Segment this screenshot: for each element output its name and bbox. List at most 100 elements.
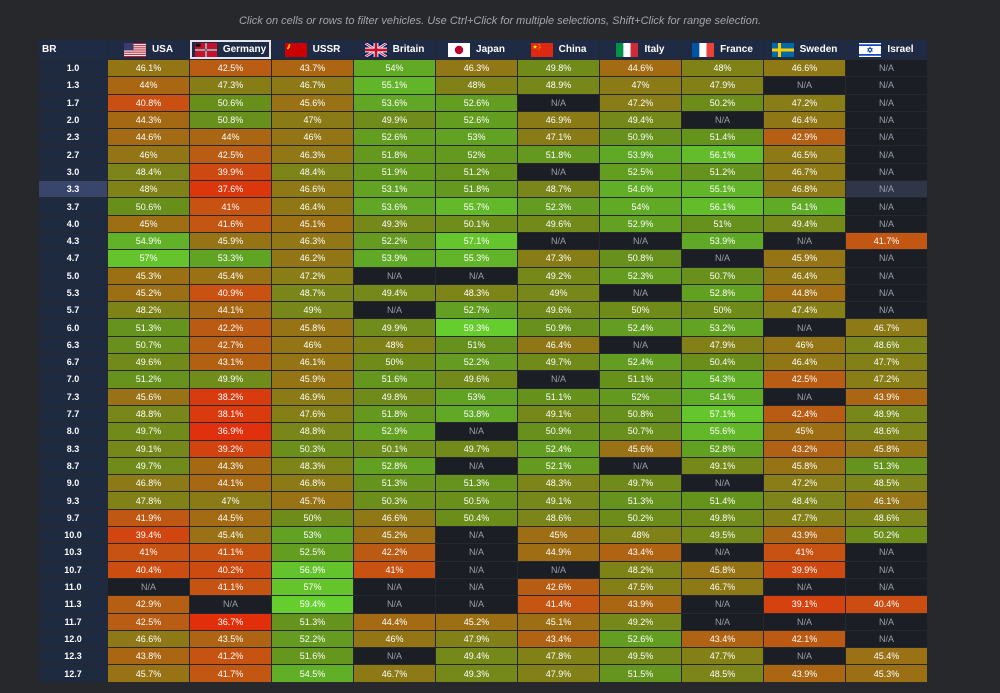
winrate-cell-usa[interactable]: 45.6% — [108, 388, 189, 405]
winrate-cell-israel[interactable]: N/A — [846, 146, 927, 163]
winrate-cell-germany[interactable]: 41.1% — [190, 544, 271, 561]
table-row-br-4-3[interactable]: 4.3 54.9% 45.9% 46.3% 52.2% 57.1% N/A N/A 53.9% N… — [39, 232, 927, 250]
table-row-br-5-3[interactable]: 5.3 45.2% 40.9% 48.7% 49.4% 48.3% 49% N/A 52.8% 4… — [39, 284, 927, 302]
winrate-cell-italy[interactable]: 52.6% — [600, 630, 681, 648]
winrate-cell-britain[interactable]: N/A — [354, 578, 435, 596]
winrate-cell-japan[interactable]: 50.1% — [436, 215, 517, 232]
winrate-cell-japan[interactable]: 53.8% — [436, 405, 517, 423]
winrate-cell-germany[interactable]: 39.9% — [190, 163, 271, 181]
winrate-cell-italy[interactable]: N/A — [600, 457, 681, 475]
winrate-cell-britain[interactable]: 49.9% — [354, 111, 435, 129]
winrate-cell-ussr[interactable]: 54.5% — [272, 665, 353, 682]
table-row-br-7-7[interactable]: 7.7 48.8% 38.1% 47.6% 51.8% 53.8% 49.1% 50.8% 57… — [39, 405, 927, 423]
country-header-ussr[interactable]: USSR — [272, 40, 353, 59]
winrate-cell-france[interactable]: 50% — [682, 302, 763, 319]
table-row-br-4-0[interactable]: 4.0 45% 41.6% 45.1% 49.3% 50.1% 49.6% 52.9% 51% 4… — [39, 215, 927, 232]
winrate-cell-sweden[interactable]: 42.4% — [764, 405, 845, 423]
table-row-br-1-0[interactable]: 1.0 46.1% 42.5% 43.7% 54% 46.3% 49.8% 44.6% 48% 4… — [39, 60, 927, 77]
winrate-cell-britain[interactable]: 52.2% — [354, 232, 435, 250]
winrate-cell-usa[interactable]: 57% — [108, 250, 189, 267]
winrate-cell-france[interactable]: 43.4% — [682, 630, 763, 648]
winrate-cell-sweden[interactable]: 45.8% — [764, 457, 845, 475]
br-label[interactable]: 6.3 — [39, 336, 107, 354]
winrate-cell-britain[interactable]: 52.6% — [354, 129, 435, 146]
winrate-cell-ussr[interactable]: 49% — [272, 302, 353, 319]
winrate-cell-france[interactable]: 55.1% — [682, 181, 763, 198]
table-row-br-1-3[interactable]: 1.3 44% 47.3% 46.7% 55.1% 48% 48.9% 47% 47.9% N/A… — [39, 77, 927, 94]
winrate-cell-usa[interactable]: 39.4% — [108, 527, 189, 544]
winrate-cell-ussr[interactable]: 46.4% — [272, 198, 353, 215]
winrate-cell-italy[interactable]: 49.7% — [600, 475, 681, 492]
winrate-cell-usa[interactable]: 40.4% — [108, 561, 189, 578]
winrate-cell-italy[interactable]: 52.4% — [600, 319, 681, 336]
br-label[interactable]: 2.7 — [39, 146, 107, 163]
winrate-cell-china[interactable]: 49.1% — [518, 405, 599, 423]
br-label[interactable]: 7.7 — [39, 405, 107, 423]
winrate-cell-israel[interactable]: N/A — [846, 181, 927, 198]
winrate-cell-japan[interactable]: 48.3% — [436, 284, 517, 302]
winrate-cell-japan[interactable]: 52.2% — [436, 354, 517, 371]
winrate-cell-ussr[interactable]: 46.9% — [272, 388, 353, 405]
winrate-cell-china[interactable]: 47.9% — [518, 665, 599, 682]
winrate-cell-japan[interactable]: N/A — [436, 596, 517, 613]
br-label[interactable]: 1.0 — [39, 60, 107, 77]
winrate-cell-france[interactable]: 54.3% — [682, 371, 763, 388]
winrate-cell-sweden[interactable]: 43.2% — [764, 440, 845, 457]
winrate-cell-israel[interactable]: 48.6% — [846, 423, 927, 440]
winrate-cell-france[interactable]: 45.8% — [682, 561, 763, 578]
winrate-cell-japan[interactable]: 53% — [436, 129, 517, 146]
table-row-br-2-7[interactable]: 2.7 46% 42.5% 46.3% 51.8% 52% 51.8% 53.9% 56.1% 4… — [39, 146, 927, 163]
winrate-cell-japan[interactable]: 52.6% — [436, 94, 517, 111]
winrate-cell-italy[interactable]: 49.2% — [600, 613, 681, 630]
winrate-cell-china[interactable]: 48.6% — [518, 509, 599, 527]
winrate-cell-france[interactable]: 56.1% — [682, 146, 763, 163]
winrate-cell-britain[interactable]: 49.3% — [354, 215, 435, 232]
winrate-cell-israel[interactable]: 45.8% — [846, 440, 927, 457]
winrate-cell-usa[interactable]: 40.8% — [108, 94, 189, 111]
winrate-cell-israel[interactable]: N/A — [846, 613, 927, 630]
winrate-cell-japan[interactable]: 45.2% — [436, 613, 517, 630]
winrate-cell-italy[interactable]: N/A — [600, 336, 681, 354]
winrate-cell-china[interactable]: N/A — [518, 163, 599, 181]
winrate-cell-ussr[interactable]: 47.6% — [272, 405, 353, 423]
winrate-cell-sweden[interactable]: 45.9% — [764, 250, 845, 267]
winrate-cell-japan[interactable]: 50.4% — [436, 509, 517, 527]
winrate-cell-italy[interactable]: 43.4% — [600, 544, 681, 561]
winrate-cell-israel[interactable]: N/A — [846, 94, 927, 111]
winrate-cell-britain[interactable]: 53.1% — [354, 181, 435, 198]
br-label[interactable]: 3.3 — [39, 181, 107, 198]
winrate-cell-germany[interactable]: 44.1% — [190, 475, 271, 492]
br-label[interactable]: 5.3 — [39, 284, 107, 302]
winrate-cell-france[interactable]: 46.7% — [682, 578, 763, 596]
winrate-cell-france[interactable]: 52.8% — [682, 284, 763, 302]
winrate-cell-germany[interactable]: 44% — [190, 129, 271, 146]
winrate-cell-china[interactable]: 51.8% — [518, 146, 599, 163]
winrate-cell-germany[interactable]: 50.6% — [190, 94, 271, 111]
winrate-cell-france[interactable]: 50.2% — [682, 94, 763, 111]
winrate-cell-usa[interactable]: 44.3% — [108, 111, 189, 129]
table-row-br-11-7[interactable]: 11.7 42.5% 36.7% 51.3% 44.4% 45.2% 45.1% 49.2% N… — [39, 613, 927, 630]
winrate-cell-israel[interactable]: 45.4% — [846, 648, 927, 665]
winrate-cell-israel[interactable]: 45.3% — [846, 665, 927, 682]
table-row-br-8-0[interactable]: 8.0 49.7% 36.9% 48.8% 52.9% N/A 50.9% 50.7% 55.6… — [39, 423, 927, 440]
winrate-cell-france[interactable]: 47.9% — [682, 77, 763, 94]
winrate-cell-germany[interactable]: 53.3% — [190, 250, 271, 267]
table-row-br-3-3[interactable]: 3.3 48% 37.6% 46.6% 53.1% 51.8% 48.7% 54.6% 55.1… — [39, 181, 927, 198]
winrate-cell-usa[interactable]: 42.5% — [108, 613, 189, 630]
winrate-cell-ussr[interactable]: 56.9% — [272, 561, 353, 578]
table-row-br-10-7[interactable]: 10.7 40.4% 40.2% 56.9% 41% N/A N/A 48.2% 45.8% 39… — [39, 561, 927, 578]
winrate-cell-sweden[interactable]: N/A — [764, 388, 845, 405]
winrate-cell-france[interactable]: N/A — [682, 111, 763, 129]
winrate-cell-usa[interactable]: 48% — [108, 181, 189, 198]
winrate-cell-usa[interactable]: 42.9% — [108, 596, 189, 613]
winrate-cell-israel[interactable]: 48.6% — [846, 336, 927, 354]
winrate-cell-israel[interactable]: N/A — [846, 267, 927, 284]
winrate-cell-japan[interactable]: N/A — [436, 457, 517, 475]
winrate-cell-sweden[interactable]: 41% — [764, 544, 845, 561]
br-label[interactable]: 5.7 — [39, 302, 107, 319]
table-row-br-11-0[interactable]: 11.0 N/A 41.1% 57% N/A N/A 42.6% 47.5% 46.7% N/A N… — [39, 578, 927, 596]
winrate-cell-ussr[interactable]: 57% — [272, 578, 353, 596]
br-label[interactable]: 5.0 — [39, 267, 107, 284]
winrate-cell-britain[interactable]: 45.2% — [354, 527, 435, 544]
table-row-br-6-0[interactable]: 6.0 51.3% 42.2% 45.8% 49.9% 59.3% 50.9% 52.4% 53… — [39, 319, 927, 336]
